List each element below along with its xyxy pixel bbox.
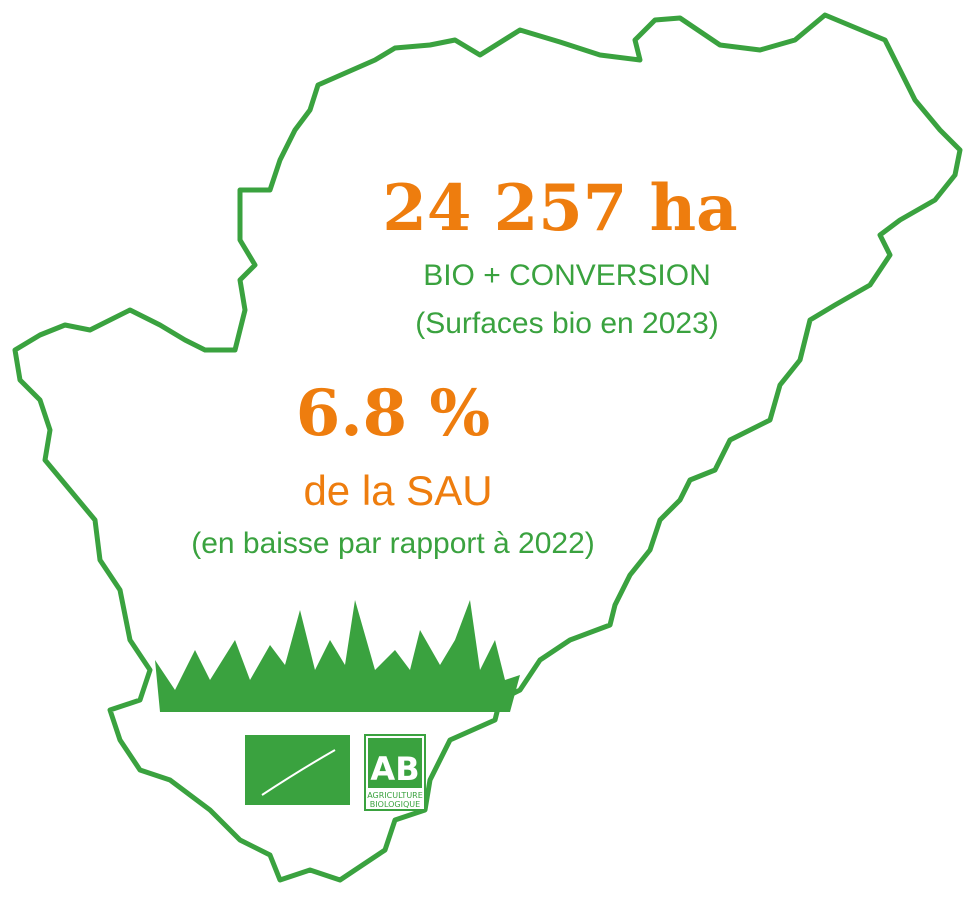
stat2-value: 6.8 % (296, 376, 490, 451)
ab-line1: AGRICULTURE (367, 791, 423, 800)
stat2-note: (en baisse par rapport à 2022) (191, 527, 595, 560)
eu-organic-logo (245, 735, 350, 805)
stat1-label: BIO + CONVERSION (423, 259, 711, 292)
stat1-note: (Surfaces bio en 2023) (415, 307, 719, 340)
grass (155, 600, 520, 712)
ab-mark: AB (370, 750, 419, 788)
ab-line2: BIOLOGIQUE (370, 800, 420, 809)
eu-leaf (261, 749, 336, 796)
stat2-label: de la SAU (303, 467, 492, 514)
stat1-value: 24 257 ha (382, 171, 737, 246)
ab-logo-box (368, 738, 422, 788)
